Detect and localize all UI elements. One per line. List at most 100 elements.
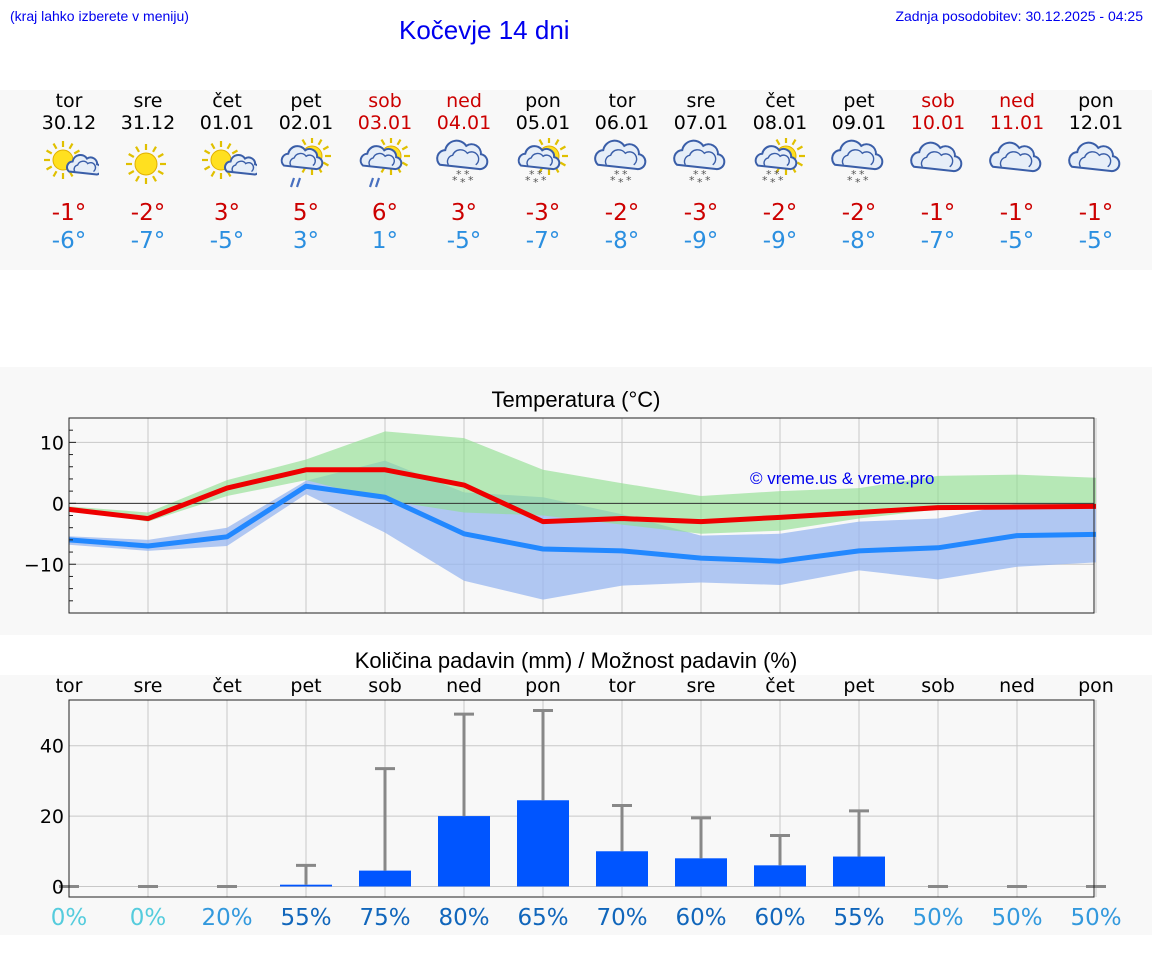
day-name: čet	[212, 90, 242, 112]
weekday-label: ned	[999, 675, 1035, 697]
day-name: sre	[133, 90, 163, 112]
svg-text:*: *	[859, 168, 865, 181]
sun-cloud-snow-icon: * * ** *	[517, 137, 568, 189]
day-date: 06.01	[594, 112, 650, 134]
precipitation-probability: 50%	[912, 905, 964, 931]
svg-text:*: *	[847, 174, 853, 187]
svg-text:*: *	[770, 176, 776, 189]
weather-icon-holder	[39, 138, 103, 198]
precipitation-probability: 70%	[596, 905, 648, 931]
svg-text:*: *	[464, 168, 470, 181]
weather-icon-holder	[276, 137, 336, 198]
precipitation-bar	[359, 870, 411, 887]
weekday-label: pet	[290, 675, 321, 697]
day-date: 02.01	[278, 112, 334, 134]
max-temperature: -1°	[1078, 200, 1114, 226]
y-tick-label: 0	[52, 493, 64, 515]
day-column: pet 09.01 * * * * * -2° -8°	[820, 90, 899, 255]
day-column: čet 08.01 * * * * * -2° -9°	[741, 90, 820, 255]
max-temperature: -3°	[525, 200, 561, 226]
sun-cloud-icon	[202, 141, 261, 179]
weather-icon-holder	[1066, 138, 1126, 198]
precipitation-probability: 55%	[280, 905, 332, 931]
precipitation-bar	[754, 865, 806, 887]
precipitation-probability: 65%	[517, 905, 569, 931]
max-temperature-range	[69, 431, 1096, 534]
weather-icon-holder	[197, 138, 261, 198]
day-name: sre	[686, 90, 716, 112]
weekday-label: pon	[525, 675, 561, 697]
day-column: ned 04.01 * * * * * 3° -5°	[425, 90, 504, 255]
location-menu-hint[interactable]: (kraj lahko izberete v meniju)	[10, 8, 189, 24]
weather-icon-holder	[987, 138, 1047, 198]
max-temperature: 3°	[213, 200, 241, 226]
day-date: 04.01	[436, 112, 492, 134]
precipitation-probability: 20%	[201, 905, 253, 931]
weekday-label: pon	[1078, 675, 1114, 697]
cloud-icon	[989, 141, 1042, 173]
precipitation-bar	[517, 800, 569, 887]
precipitation-probability: 0%	[129, 905, 167, 931]
day-name: čet	[765, 90, 795, 112]
precipitation-bar	[596, 851, 648, 887]
day-date: 08.01	[752, 112, 808, 134]
min-temperature: -8°	[604, 228, 640, 254]
cloud-snow-icon: * * ** *	[673, 139, 726, 189]
sun-icon	[126, 144, 166, 184]
day-column: sob 03.01 6° 1°	[346, 90, 425, 255]
cloud-icon	[910, 141, 963, 173]
precipitation-bar	[280, 884, 332, 887]
sun-cloud-rain-icon	[280, 137, 331, 188]
day-date: 12.01	[1068, 112, 1124, 134]
day-date: 31.12	[120, 112, 176, 134]
day-column: pon 05.01 * * * * * -3° -7°	[504, 90, 583, 255]
svg-text:*: *	[626, 174, 632, 187]
weekday-label: sob	[368, 675, 402, 697]
day-name: pon	[1078, 90, 1114, 112]
day-name: pet	[290, 90, 322, 112]
weekday-label: tor	[56, 675, 83, 697]
day-column: tor 06.01 * * * * * -2° -8°	[583, 90, 662, 255]
svg-text:*: *	[614, 168, 620, 181]
precipitation-probability: 0%	[50, 905, 88, 931]
svg-text:*: *	[693, 168, 699, 181]
day-column: pon 12.01 -1° -5°	[1057, 90, 1136, 255]
min-temperature: -7°	[525, 228, 561, 254]
svg-text:*: *	[701, 168, 707, 181]
max-temperature-line	[68, 467, 1097, 525]
weekday-label: ned	[446, 675, 482, 697]
weather-icon-holder: * * * * *	[592, 138, 652, 198]
day-date: 11.01	[989, 112, 1045, 134]
svg-text:*: *	[774, 168, 780, 181]
copyright-annotation: © vreme.us & vreme.pro	[750, 469, 934, 488]
max-temperature: -1°	[920, 200, 956, 226]
y-tick-label: −10	[24, 554, 64, 576]
weather-icon-holder: * * * * *	[750, 137, 810, 198]
min-temperature: 3°	[292, 228, 320, 254]
svg-text:*: *	[863, 174, 869, 187]
plot-area	[69, 700, 1094, 897]
weather-icon-holder: * * * * *	[434, 138, 494, 198]
day-column: čet 01.01 3° -5°	[188, 90, 267, 255]
min-temperature-line	[68, 483, 1097, 564]
weather-icon-holder	[118, 138, 178, 198]
svg-text:*: *	[855, 176, 861, 189]
min-temperature: -5°	[1078, 228, 1114, 254]
min-temperature: -7°	[130, 228, 166, 254]
day-date: 07.01	[673, 112, 729, 134]
y-tick-label: 10	[40, 432, 64, 454]
max-temperature: -2°	[762, 200, 798, 226]
day-name: pon	[525, 90, 561, 112]
day-name: tor	[608, 90, 636, 112]
precipitation-probability: 50%	[1070, 905, 1122, 931]
weather-icon-holder: * * * * *	[513, 137, 573, 198]
min-temperature: -5°	[446, 228, 482, 254]
min-temperature: 1°	[371, 228, 399, 254]
svg-text:*: *	[778, 174, 784, 187]
svg-text:*: *	[766, 168, 772, 181]
weather-icon-holder	[355, 137, 415, 198]
day-column: pet 02.01 5° 3°	[267, 90, 346, 255]
precipitation-bar	[675, 858, 727, 887]
svg-text:*: *	[460, 176, 466, 189]
svg-text:*: *	[525, 174, 531, 187]
